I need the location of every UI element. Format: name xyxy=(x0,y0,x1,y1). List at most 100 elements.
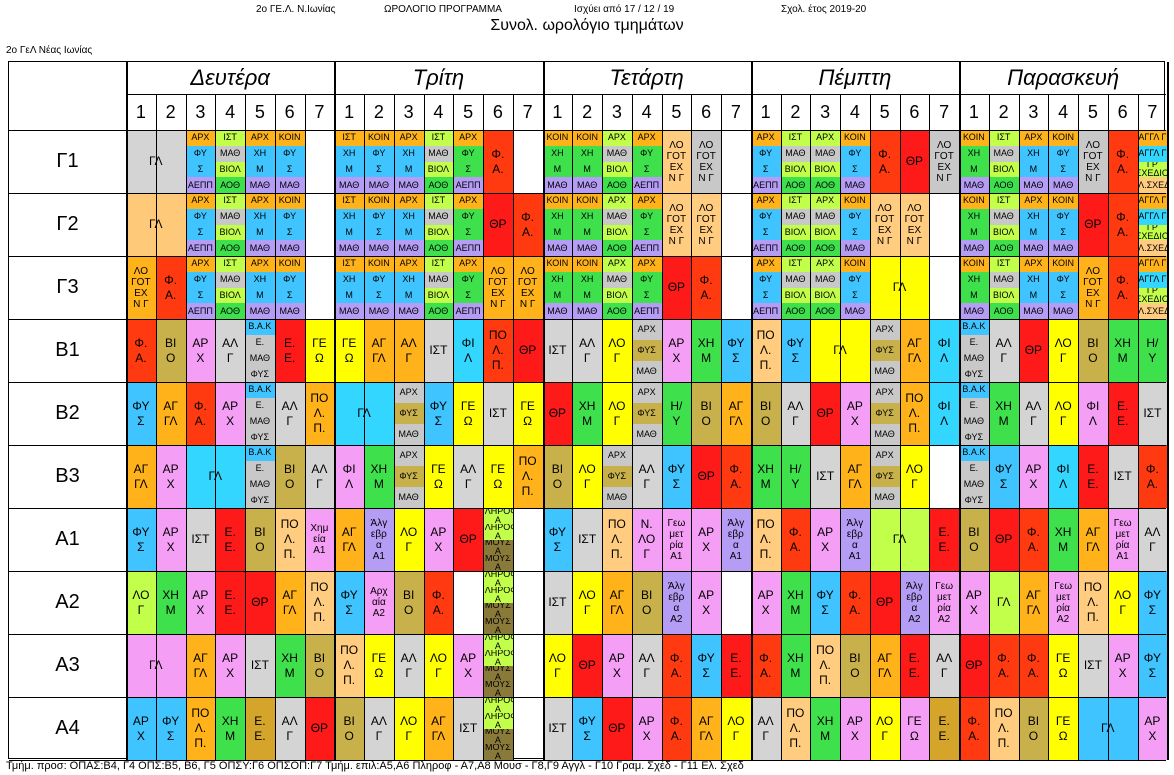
stack-item: ΜΑΘ xyxy=(334,240,364,256)
grid-line xyxy=(691,94,693,760)
lesson-cell: Ν. ΛΟ Γ xyxy=(631,508,662,571)
stack-item: ΦΥΣ xyxy=(245,492,275,508)
stack-item: ΦΥ xyxy=(453,271,483,288)
stack-item: ΙΣΤ xyxy=(780,256,811,272)
lesson-cell: ΑΓ ΓΛ xyxy=(840,445,870,508)
stack-item: ΦΥ xyxy=(631,145,662,162)
stack-item: Μ xyxy=(572,224,602,241)
lesson-stack: Β.Α.Κ Ε. ΜΑΘ ΦΥΣ xyxy=(245,445,275,508)
stack-item: ΜΑΘ xyxy=(245,177,275,193)
grid-line xyxy=(512,94,514,760)
stack-item: Μ xyxy=(572,287,602,304)
stack-item: ΑΡΧ xyxy=(810,256,840,272)
grid-line xyxy=(750,62,753,760)
lesson-cell: ΑΛ Γ xyxy=(631,445,662,508)
lesson-cell: ΘΡ xyxy=(988,508,1019,571)
lesson-cell: ΒΙ Ο xyxy=(750,382,781,445)
lesson-cell: ΛΟ Γ xyxy=(1048,382,1078,445)
lesson-cell: Φ. Α. xyxy=(959,697,989,760)
stack-item: ΙΣΤ xyxy=(334,256,364,272)
period-number: 1 xyxy=(968,101,979,122)
grid-line xyxy=(274,94,276,760)
lesson-cell: Ε. Ε. xyxy=(274,319,305,382)
lesson-stack: ΑΡΧ ΦΥ Σ ΑΕΠΠ xyxy=(631,193,662,256)
stack-item: ΑΟΘ xyxy=(215,177,245,193)
lesson-cell: ΑΛ Γ xyxy=(631,634,662,697)
stack-item: ΜΑΘ xyxy=(1048,177,1078,193)
stack-item: Σ xyxy=(631,161,662,178)
stack-item: Σ xyxy=(185,224,216,241)
stack-item: ΑΓΓΛ Γ xyxy=(1137,271,1168,288)
stack-item: ΜΑΘ xyxy=(869,361,900,382)
stack-item: ΜΑΘ xyxy=(602,271,632,288)
stack-item: ΜΑΘ xyxy=(869,487,900,508)
lesson-stack: ΑΡΧ ΜΑΘ ΒΙΟΛ ΑΟΘ xyxy=(810,130,840,193)
stack-item: ΙΣΤ xyxy=(780,193,811,209)
lesson-cell: ΒΙ Ο xyxy=(274,445,305,508)
lesson-cell: ΑΡ Χ xyxy=(155,508,186,571)
period-number: 2 xyxy=(790,101,801,122)
stack-item: ΦΥΣ xyxy=(959,429,989,445)
lesson-stack: ΙΣΤ ΜΑΘ ΒΙΟΛ ΑΟΘ xyxy=(215,256,245,319)
period-number: 4 xyxy=(225,101,236,122)
stack-item: ΑΟΘ xyxy=(423,177,454,193)
lesson-cell: ΘΡ xyxy=(542,382,573,445)
lesson-cell: ΧΗ Μ xyxy=(1107,319,1138,382)
stack-item: ΑΕΠΠ xyxy=(453,303,483,319)
lesson-cell: Φ. Α. xyxy=(423,571,454,634)
lesson-cell: ΑΛ Γ xyxy=(988,319,1019,382)
lesson-stack: ΙΣΤ ΜΑΘ ΒΙΟΛ ΑΟΘ xyxy=(423,193,454,256)
stack-item: ΑΡΧ xyxy=(393,256,424,272)
stack-item: ΦΥΣ xyxy=(959,366,989,382)
stack-item: Σ xyxy=(840,287,870,304)
lesson-cell: ΓΕ Ω xyxy=(483,445,513,508)
period-number: 6 xyxy=(909,101,920,122)
lesson-cell: ΒΙ Ο xyxy=(1078,319,1108,382)
lesson-cell: ΧΗ Μ xyxy=(810,697,840,760)
lesson-stack: ΚΟΙΝ ΦΥ Σ ΜΑΘ xyxy=(364,256,394,319)
stack-item: ΜΑΘ xyxy=(602,487,632,508)
stack-item: Μ xyxy=(959,224,989,241)
lesson-cell: ΑΛ Γ xyxy=(393,319,424,382)
lesson-cell: ΦΙ Λ xyxy=(929,382,959,445)
lesson-cell: ΦΙ Λ xyxy=(1048,445,1078,508)
stack-item: ΦΥΣ xyxy=(393,403,424,424)
stack-item: ΧΗ xyxy=(245,145,275,162)
stack-item: Μ xyxy=(542,161,573,178)
stack-item: ΑΡΧ xyxy=(869,319,900,340)
lesson-cell: ΦΥ Σ xyxy=(423,382,454,445)
grid-line xyxy=(869,94,871,760)
lesson-cell: ΑΛ Γ xyxy=(274,382,305,445)
lesson-cell: ΒΙ Ο xyxy=(304,634,335,697)
stack-item: ΜΑΘ xyxy=(572,240,602,256)
lesson-cell: ΠΟ Λ. Π. xyxy=(483,319,513,382)
stack-item: ΜΟΥΣ Α xyxy=(483,539,513,556)
lesson-cell: ΑΡ Χ xyxy=(691,508,721,571)
lesson-cell: Φ. Α. xyxy=(1018,508,1049,571)
day-header: Τετάρτη xyxy=(609,65,684,90)
lesson-cell: ΑΓ ΓΛ xyxy=(423,697,454,760)
stack-item: ΧΗ xyxy=(334,271,364,288)
stack-item: Σ xyxy=(1048,287,1078,304)
lesson-cell: ΑΓ ΓΛ xyxy=(691,697,721,760)
stack-item: ΜΑΘ xyxy=(1048,240,1078,256)
class-label: Β3 xyxy=(55,465,80,487)
period-number: 3 xyxy=(403,101,414,122)
stack-item: ΑΟΘ xyxy=(423,303,454,319)
lesson-cell: ΦΥ Σ xyxy=(988,445,1019,508)
period-number: 1 xyxy=(344,101,355,122)
lesson-cell: ΠΟ Λ. Π. xyxy=(185,697,216,760)
lesson-cell: ΛΟ Γ xyxy=(393,508,424,571)
stack-item: ΜΑΘ xyxy=(245,476,275,493)
stack-item: ΜΑΘ xyxy=(988,271,1019,288)
lesson-cell: ΠΟ Λ. Π. xyxy=(750,319,781,382)
lesson-cell: Ε. Ε. xyxy=(1107,382,1138,445)
stack-item: ΜΑΘ xyxy=(215,208,245,225)
stack-item: ΧΗ xyxy=(245,271,275,288)
lesson-cell: ΙΣΤ xyxy=(1107,445,1138,508)
grid-line xyxy=(9,760,1166,761)
stack-item: ΠΛΗΡΟΦ Α xyxy=(483,634,513,650)
lesson-cell: ΠΟ Λ. Π. xyxy=(750,508,781,571)
